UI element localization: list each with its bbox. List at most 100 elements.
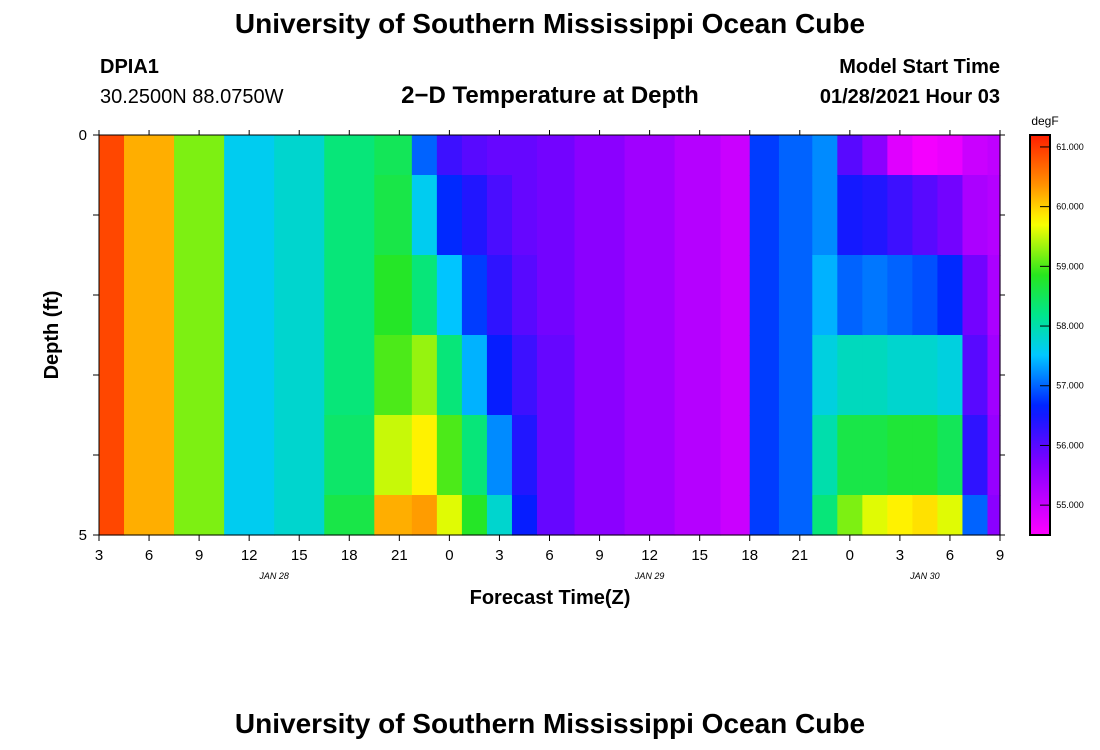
heatmap-cell [274,495,325,536]
heatmap-cell [99,255,125,336]
colorbar-ticks: 55.000 56.000 57.000 58.000 59.000 60.000 61.0… [1040,142,1084,510]
heatmap-cell [511,175,538,256]
heatmap-cell [912,335,939,416]
heatmap-cell [511,415,538,496]
heatmap-cell [749,495,780,536]
x-tick-label: 12 [241,547,258,564]
heatmap-cell [987,495,1001,536]
heatmap-cell [436,415,463,496]
heatmap-cell [511,335,538,416]
heatmap-cell [324,255,375,336]
heatmap-cell [962,135,989,176]
heatmap-cell [411,495,438,536]
heatmap-cell [862,255,888,336]
x-tick-label: 21 [791,547,808,564]
heatmap-cell [436,335,463,416]
heatmap-cell [912,175,939,256]
x-tick-label: 18 [741,547,758,564]
heatmap-cell [837,495,863,536]
heatmap-cell [536,135,576,176]
heatmap-cell [436,255,463,336]
colorbar [1029,134,1051,536]
page-title-bottom: University of Southern Mississippi Ocean… [234,708,866,739]
heatmap-cell [511,255,538,336]
heatmap-cell [837,415,863,496]
heatmap-cell [674,495,722,536]
heatmap-cell [99,135,125,176]
heatmap-cell [937,175,964,256]
heatmap-cell [374,135,413,176]
heatmap-cell [324,135,375,176]
heatmap-cell [99,175,125,256]
x-tick-label: 15 [291,547,308,564]
heatmap-cell [324,495,375,536]
heatmap-cell [374,335,413,416]
x-tick-label: 0 [846,547,854,564]
heatmap-cell [174,175,225,256]
heatmap-cell [720,415,751,496]
x-axis-ticks: 3 6 9 12 15 18 21 0 3 6 9 12 15 18 21 0 3 6 9 JAN 28 JAN 29 J… [95,130,1004,581]
heatmap-cell [486,255,513,336]
heatmap-cell [574,335,626,416]
heatmap-cell [749,415,780,496]
heatmap-cell [124,135,175,176]
model-start-label: Model Start Time [839,56,1000,78]
heatmap-cell [436,135,463,176]
heatmap-cell [937,135,964,176]
heatmap-cell [486,415,513,496]
heatmap-cell [862,135,888,176]
heatmap-cell [912,255,939,336]
heatmap-cell [624,255,676,336]
heatmap-cell [862,495,888,536]
y-axis-ticks: 05 [79,127,1005,544]
x-tick-label: 9 [996,547,1004,564]
heatmap-cell [862,415,888,496]
heatmap-cell [486,495,513,536]
heatmap-cell [887,415,914,496]
heatmap-cell [887,255,914,336]
heatmap-cell [411,135,438,176]
x-tick-label: 21 [391,547,408,564]
heatmap-cell [749,255,780,336]
heatmap-cell [624,495,676,536]
x-axis-label: Forecast Time(Z) [470,587,631,609]
heatmap-cell [486,335,513,416]
heatmap-cell [720,495,751,536]
heatmap-cell [324,415,375,496]
heatmap-cell [486,135,513,176]
date-label: JAN 28 [258,571,289,581]
y-axis-label: Depth (ft) [41,291,63,380]
heatmap-cell [674,255,722,336]
heatmap-cell [962,415,989,496]
heatmap-cell [987,415,1001,496]
heatmap-cell [224,335,275,416]
heatmap-cell [124,335,175,416]
heatmap-cell [536,415,576,496]
heatmap-cell [174,255,225,336]
heatmap-cell [778,255,813,336]
heatmap-cell [461,175,488,256]
heatmap-cell [887,495,914,536]
heatmap-cell [812,175,838,256]
heatmap-cell [224,255,275,336]
heatmap-cell [374,415,413,496]
heatmap-cell [812,415,838,496]
heatmap-cell [411,175,438,256]
heatmap-cell [778,415,813,496]
heatmap-cell [937,255,964,336]
heatmap-cell [274,255,325,336]
heatmap-cell [224,495,275,536]
heatmap-cell [411,415,438,496]
date-label: JAN 29 [634,571,665,581]
heatmap-cell [174,335,225,416]
heatmap-cell [962,175,989,256]
heatmap-cell [461,495,488,536]
model-start-value: 01/28/2021 Hour 03 [819,86,1000,108]
x-tick-label: 3 [495,547,503,564]
heatmap-cell [962,335,989,416]
heatmap-cell [720,255,751,336]
heatmap-cell [778,135,813,176]
heatmap-cell [674,135,722,176]
heatmap-cell [778,175,813,256]
heatmap-cell [837,335,863,416]
